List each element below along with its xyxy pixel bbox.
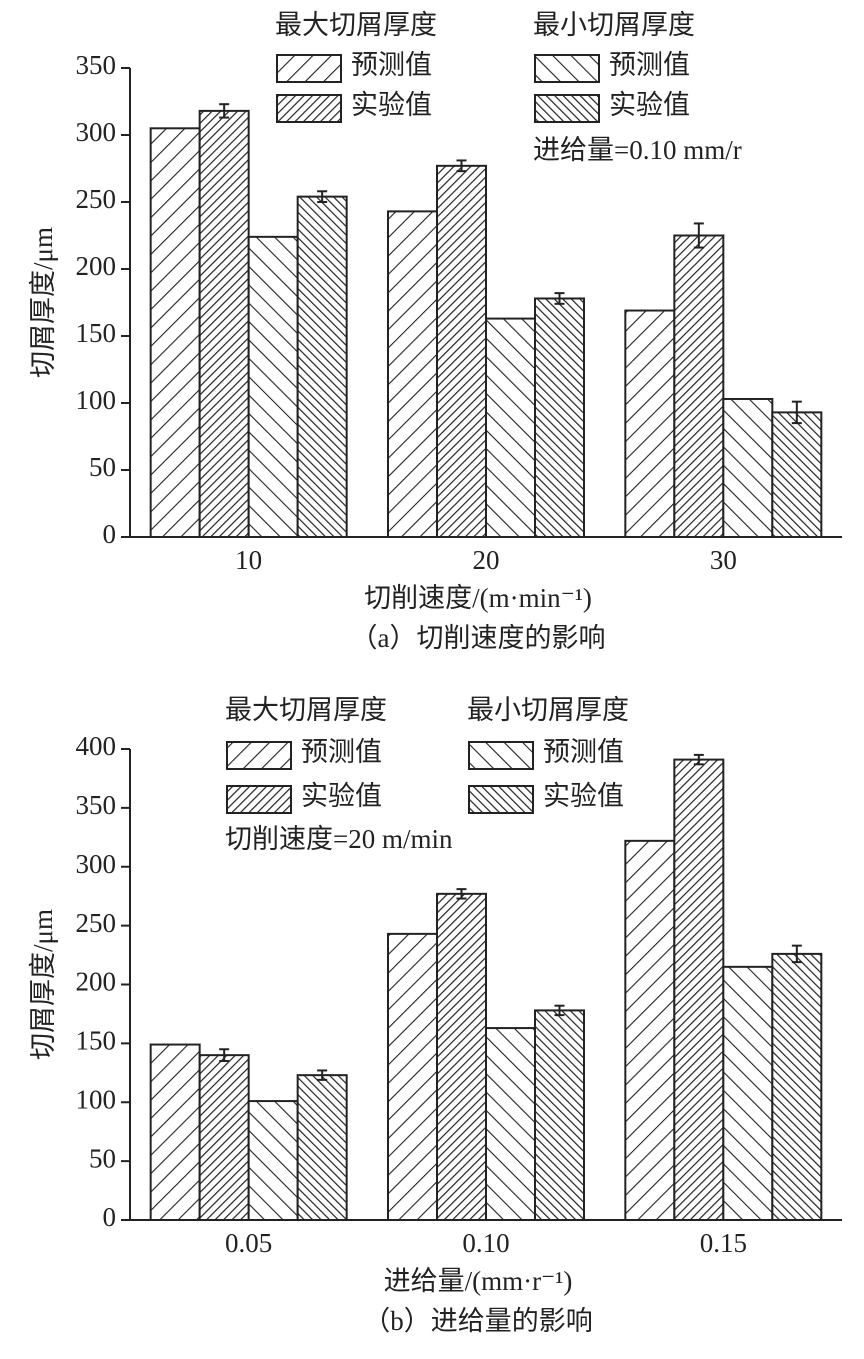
y-tick-label: 250 bbox=[76, 184, 117, 214]
x-tick-label: 20 bbox=[473, 545, 500, 575]
legend-label: 实验值 bbox=[351, 90, 432, 120]
bar bbox=[198, 1054, 250, 1222]
x-tick-label: 30 bbox=[710, 545, 737, 575]
bar bbox=[722, 397, 774, 539]
bar bbox=[387, 932, 438, 1221]
legend-swatch bbox=[468, 741, 534, 770]
legend-group-title: 最小切屑厚度 bbox=[467, 695, 629, 725]
legend-swatch bbox=[468, 785, 534, 814]
error-bar bbox=[791, 944, 802, 964]
error-bar bbox=[554, 1004, 565, 1017]
legend-label: 预测值 bbox=[301, 737, 382, 767]
y-tick-label: 150 bbox=[76, 318, 117, 348]
x-tick-label: 0.10 bbox=[462, 1228, 509, 1258]
bar bbox=[247, 1100, 299, 1222]
y-tick-label: 0 bbox=[103, 1202, 117, 1232]
y-tick-label: 300 bbox=[76, 849, 117, 879]
error-bar bbox=[554, 292, 565, 305]
y-tick-label: 150 bbox=[76, 1026, 117, 1056]
error-bar bbox=[219, 1048, 230, 1063]
bar bbox=[149, 127, 201, 539]
x-tick-label: 0.15 bbox=[700, 1228, 747, 1258]
legend-group-title: 最大切屑厚度 bbox=[225, 695, 387, 725]
legend-swatch bbox=[276, 94, 342, 123]
legend-label: 预测值 bbox=[543, 737, 624, 767]
x-axis-label: 进给量/(mm·r⁻¹) bbox=[384, 1266, 573, 1296]
legend-label: 预测值 bbox=[351, 50, 432, 80]
bar bbox=[771, 952, 823, 1221]
y-tick-label: 100 bbox=[76, 1084, 117, 1114]
annotation: 进给量=0.10 mm/r bbox=[533, 135, 742, 165]
legend-label: 实验值 bbox=[301, 781, 382, 811]
bar bbox=[673, 234, 725, 538]
bar bbox=[198, 109, 250, 538]
x-tick-label: 0.05 bbox=[225, 1228, 272, 1258]
error-bar bbox=[693, 753, 704, 766]
bar bbox=[534, 1009, 585, 1222]
legend-swatch bbox=[226, 785, 292, 814]
bar bbox=[436, 892, 487, 1222]
error-bar bbox=[791, 400, 802, 425]
caption: （b）进给量的影响 bbox=[363, 1306, 593, 1336]
bar bbox=[485, 1027, 536, 1221]
y-tick-label: 100 bbox=[76, 385, 117, 415]
legend-swatch bbox=[226, 741, 292, 770]
y-tick-label: 200 bbox=[76, 967, 117, 997]
y-tick-label: 250 bbox=[76, 908, 117, 938]
y-tick-label: 350 bbox=[76, 790, 117, 820]
bar bbox=[296, 1074, 348, 1221]
caption: （a）切削速度的影响 bbox=[351, 623, 606, 653]
legend-label: 实验值 bbox=[609, 90, 690, 120]
bar bbox=[624, 839, 676, 1221]
error-bar bbox=[219, 103, 230, 119]
legend-label: 实验值 bbox=[543, 781, 624, 811]
bar bbox=[771, 411, 823, 539]
bar bbox=[149, 1043, 201, 1221]
y-tick-label: 200 bbox=[76, 251, 117, 281]
y-tick-label: 400 bbox=[76, 731, 117, 761]
y-tick-label: 50 bbox=[89, 1143, 116, 1173]
error-bar bbox=[317, 1069, 328, 1081]
bar bbox=[534, 297, 585, 539]
bar bbox=[485, 317, 536, 538]
annotation: 切削速度=20 m/min bbox=[225, 824, 453, 854]
y-axis-label: 切屑厚度/μm bbox=[28, 909, 58, 1060]
legend-label: 预测值 bbox=[609, 50, 690, 80]
y-tick-label: 300 bbox=[76, 117, 117, 147]
legend-swatch bbox=[534, 54, 600, 83]
bar bbox=[247, 235, 299, 538]
bar bbox=[722, 965, 774, 1222]
legend-group-title: 最大切屑厚度 bbox=[275, 10, 437, 40]
bar bbox=[673, 758, 725, 1221]
bar bbox=[296, 195, 348, 538]
error-bar bbox=[456, 888, 467, 900]
x-tick-label: 10 bbox=[235, 545, 262, 575]
y-tick-label: 0 bbox=[103, 519, 117, 549]
y-tick-label: 350 bbox=[76, 50, 117, 80]
legend-swatch bbox=[276, 54, 342, 83]
error-bar bbox=[317, 190, 328, 203]
legend-group-title: 最小切屑厚度 bbox=[533, 10, 695, 40]
y-tick-label: 50 bbox=[89, 452, 116, 482]
bar bbox=[436, 164, 487, 538]
legend-swatch bbox=[534, 94, 600, 123]
bar bbox=[387, 210, 438, 538]
error-bar bbox=[693, 222, 704, 249]
y-axis-label: 切屑厚度/μm bbox=[28, 227, 58, 378]
error-bar bbox=[456, 159, 467, 173]
bar bbox=[624, 309, 676, 539]
x-axis-label: 切削速度/(m·min⁻¹) bbox=[364, 583, 592, 613]
